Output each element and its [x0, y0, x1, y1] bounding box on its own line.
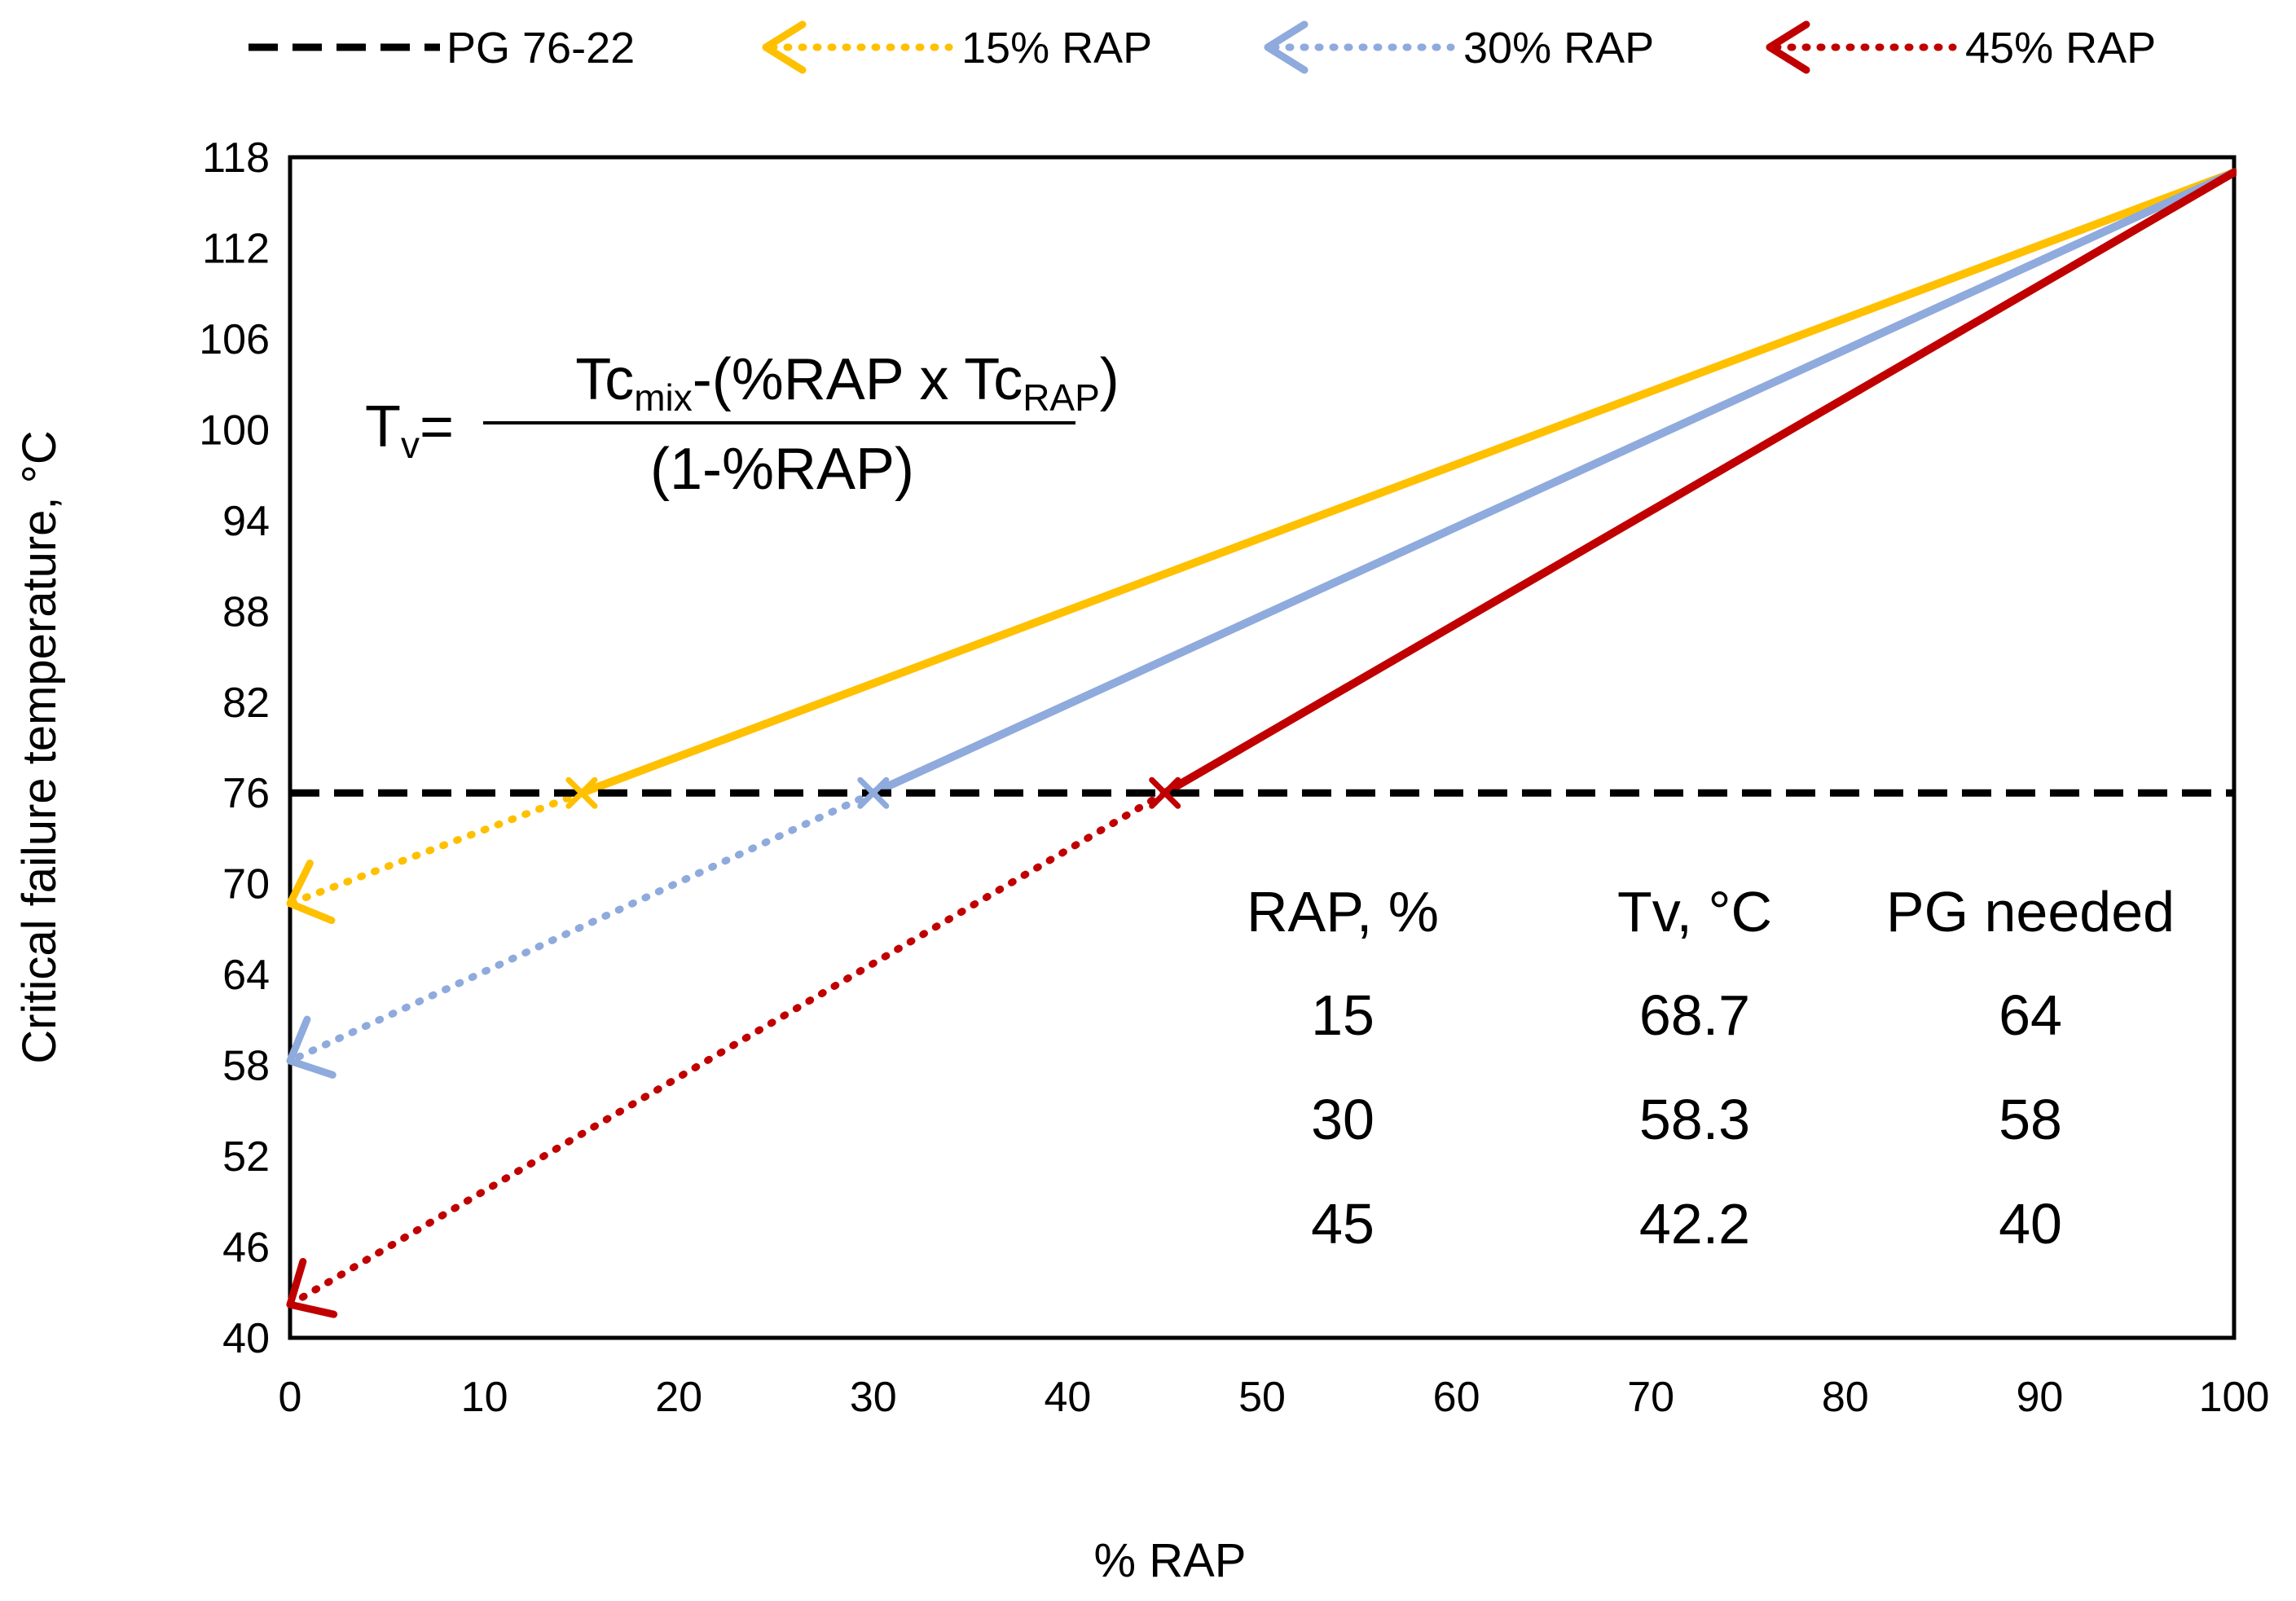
y-axis: 40 46 52 58 64 70 76 82 88 94 100 106 112 118 — [199, 134, 270, 1362]
x-tick-label: 50 — [1238, 1374, 1286, 1421]
marker-x-stroke — [857, 776, 890, 809]
y-axis-title: Critical failure temperature, °C — [13, 430, 66, 1063]
series-dotted-30-rap — [286, 789, 877, 1065]
formula-num-sub2: RAP — [1023, 376, 1100, 419]
table-cell: 40 — [1999, 1192, 2062, 1256]
y-tick-label: 40 — [222, 1315, 270, 1362]
marker-x-45-rap — [1149, 776, 1181, 809]
x-tick-label: 30 — [850, 1374, 897, 1421]
formula-num-part3: ) — [1100, 347, 1119, 412]
y-tick-label: 100 — [199, 407, 270, 454]
y-tick-label: 76 — [222, 770, 270, 817]
series-solid-45-rap — [1160, 168, 2237, 798]
table-cell: 64 — [1999, 983, 2062, 1047]
y-tick-label: 88 — [222, 588, 270, 636]
arrowhead-45-rap — [286, 1257, 338, 1318]
x-tick-label: 70 — [1627, 1374, 1674, 1421]
legend-arrow-icon — [762, 20, 807, 74]
plot-area — [288, 155, 2237, 1340]
legend-item-pg-76-22: PG 76-22 — [249, 24, 635, 73]
formula-lhs-sub: v — [401, 424, 420, 466]
formula-num-part1: Tc — [575, 347, 634, 412]
x-tick-label: 90 — [2016, 1374, 2063, 1421]
svg-text:Tcmix-(%RAP x TcRAP): Tcmix-(%RAP x TcRAP) — [575, 347, 1119, 419]
x-axis: 0 10 20 30 40 50 60 70 80 90 100 — [279, 1374, 2270, 1421]
table-cell: 45 — [1311, 1192, 1375, 1256]
table-cell: 68.7 — [1639, 983, 1750, 1047]
table-cell: 30 — [1311, 1088, 1375, 1151]
marker-x-stroke — [565, 776, 598, 809]
marker-x-stroke — [1149, 776, 1181, 809]
series-solid-15-rap — [577, 168, 2237, 798]
y-tick-label: 46 — [222, 1225, 270, 1272]
y-tick-label: 106 — [199, 316, 270, 363]
table-cell: 58.3 — [1639, 1088, 1750, 1151]
table-header: RAP, % — [1247, 880, 1439, 943]
y-tick-label: 118 — [202, 134, 270, 182]
formula: Tv= Tcmix-(%RAP x TcRAP) (1-%RAP) — [365, 347, 1119, 502]
legend-label: 30% RAP — [1463, 24, 1654, 73]
marker-x-15-rap — [565, 776, 598, 809]
table-cell: 58 — [1999, 1088, 2062, 1151]
legend-item-45-rap: 45% RAP — [1766, 20, 2156, 74]
legend-label: 15% RAP — [961, 24, 1152, 73]
series-layer — [286, 168, 2237, 1318]
table-cell: 42.2 — [1639, 1192, 1750, 1256]
formula-equals: = — [420, 394, 454, 460]
arrowhead-15-rap — [286, 860, 336, 925]
y-tick-label: 94 — [222, 498, 270, 545]
table-header: Tv, °C — [1617, 880, 1772, 943]
formula-num-sub1: mix — [634, 376, 693, 419]
x-tick-label: 0 — [279, 1374, 302, 1421]
legend-label: PG 76-22 — [446, 24, 635, 73]
legend-item-30-rap: 30% RAP — [1264, 20, 1654, 74]
x-tick-label: 10 — [461, 1374, 508, 1421]
table-header: PG needed — [1886, 880, 2175, 943]
x-tick-label: 60 — [1433, 1374, 1480, 1421]
y-tick-label: 70 — [222, 861, 270, 908]
x-tick-label: 80 — [1822, 1374, 1869, 1421]
formula-num-part2: -(%RAP x Tc — [693, 347, 1023, 412]
formula-denominator: (1-%RAP) — [650, 437, 914, 502]
legend-item-15-rap: 15% RAP — [762, 20, 1152, 74]
marker-x-30-rap — [857, 776, 890, 809]
arrowhead-30-rap — [286, 1015, 336, 1079]
x-tick-label: 20 — [655, 1374, 702, 1421]
legend-arrow-icon — [1264, 20, 1309, 74]
series-solid-30-rap — [869, 168, 2237, 798]
formula-lhs: T — [365, 394, 401, 460]
x-tick-label: 40 — [1044, 1374, 1091, 1421]
legend-label: 45% RAP — [1965, 24, 2156, 73]
x-tick-label: 100 — [2199, 1374, 2270, 1421]
y-tick-label: 52 — [222, 1133, 270, 1181]
y-tick-label: 58 — [222, 1043, 270, 1090]
x-axis-title: % RAP — [1094, 1534, 1247, 1587]
legend: PG 76-22 15% RAP 30% RAP 45% RAP — [249, 20, 2156, 74]
data-table: RAP, % Tv, °C PG needed 15 68.7 64 30 58.3 58 45 4… — [1247, 880, 2175, 1256]
table-cell: 15 — [1311, 983, 1375, 1047]
y-tick-label: 64 — [222, 952, 270, 999]
y-tick-label: 82 — [222, 680, 270, 727]
legend-arrow-icon — [1766, 20, 1810, 74]
svg-text:Tv=: Tv= — [365, 394, 454, 466]
y-tick-label: 112 — [202, 225, 270, 272]
